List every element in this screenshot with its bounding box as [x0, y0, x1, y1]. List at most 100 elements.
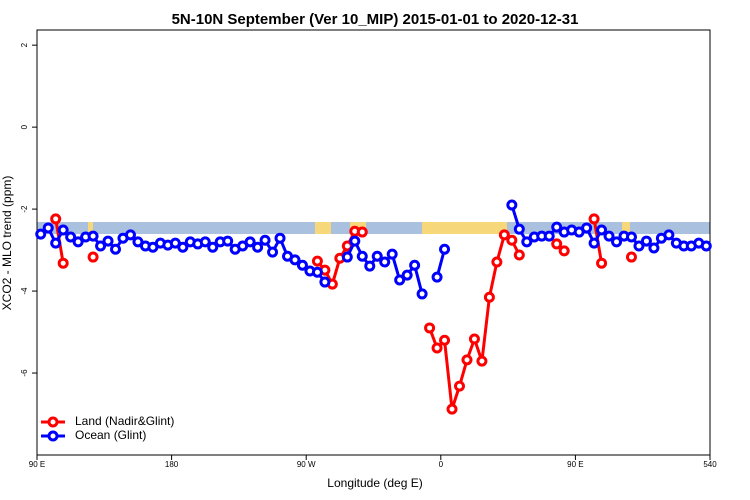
data-point	[648, 242, 660, 254]
data-point	[551, 238, 563, 250]
data-point	[581, 222, 593, 234]
data-point	[611, 236, 623, 248]
data-point	[596, 224, 608, 236]
data-point	[267, 246, 279, 258]
data-point	[65, 231, 77, 243]
data-point	[461, 354, 473, 366]
data-point	[521, 236, 533, 248]
legend-label: Land (Nadir&Glint)	[75, 414, 174, 428]
data-point	[72, 236, 84, 248]
y-axis-label: XCO2 - MLO trend (ppm)	[0, 176, 14, 311]
data-point	[356, 250, 368, 262]
data-point	[177, 241, 189, 253]
data-point	[356, 226, 368, 238]
data-point	[506, 234, 518, 246]
data-point	[57, 257, 69, 269]
data-point	[371, 250, 383, 262]
data-point	[87, 230, 99, 242]
data-point	[244, 236, 256, 248]
x-tick-label: 0	[439, 460, 444, 469]
x-tick-label: 90 E	[567, 460, 583, 469]
data-point	[468, 333, 480, 345]
x-tick-label: 180	[165, 460, 179, 469]
data-point	[453, 380, 465, 392]
data-point	[87, 251, 99, 263]
legend-marker	[47, 416, 59, 428]
y-tick-label: 2	[20, 42, 29, 47]
data-point	[252, 241, 264, 253]
data-point	[543, 230, 555, 242]
data-point	[296, 259, 308, 271]
y-tick-label: -4	[20, 287, 29, 295]
data-point	[416, 288, 428, 300]
x-tick-label: 90 W	[297, 460, 316, 469]
land-patch	[422, 222, 507, 234]
data-point	[476, 355, 488, 367]
data-point	[50, 213, 62, 225]
data-point	[513, 249, 525, 261]
data-point	[625, 251, 637, 263]
data-point	[498, 229, 510, 241]
data-point	[439, 334, 451, 346]
chart-title: 5N-10N September (Ver 10_MIP) 2015-01-01…	[172, 11, 579, 28]
data-point	[663, 229, 675, 241]
data-point	[341, 251, 353, 263]
data-point	[110, 243, 122, 255]
data-point	[95, 240, 107, 252]
data-point	[640, 235, 652, 247]
data-point	[446, 403, 458, 415]
data-point	[35, 228, 47, 240]
y-tick-label: -6	[20, 369, 29, 377]
data-point	[207, 241, 219, 253]
data-point	[401, 269, 413, 281]
x-axis-label: Longitude (deg E)	[327, 476, 422, 490]
data-point	[431, 342, 443, 354]
data-point	[259, 234, 271, 246]
y-tick-label: -2	[20, 205, 29, 213]
data-point	[431, 271, 443, 283]
data-point	[50, 237, 62, 249]
data-point	[319, 276, 331, 288]
data-point	[311, 255, 323, 267]
data-point	[386, 248, 398, 260]
land-patch	[88, 222, 93, 234]
data-point	[57, 224, 69, 236]
data-point	[274, 232, 286, 244]
data-point	[379, 256, 391, 268]
data-point	[439, 243, 451, 255]
x-tick-label: 540	[703, 460, 717, 469]
data-point	[222, 235, 234, 247]
data-point	[588, 213, 600, 225]
data-point	[603, 230, 615, 242]
data-point	[124, 229, 136, 241]
data-point	[633, 240, 645, 252]
data-point	[424, 322, 436, 334]
data-point	[311, 266, 323, 278]
data-point	[199, 236, 211, 248]
data-point	[289, 254, 301, 266]
data-point	[102, 235, 114, 247]
land-patch	[622, 222, 630, 234]
data-point	[364, 260, 376, 272]
data-point	[506, 199, 518, 211]
x-tick-label: 90 E	[29, 460, 45, 469]
data-point	[625, 231, 637, 243]
land-patch	[315, 222, 331, 234]
data-point	[588, 237, 600, 249]
data-point	[558, 245, 570, 257]
y-tick-label: 0	[20, 124, 29, 129]
data-point	[551, 221, 563, 233]
data-point	[491, 256, 503, 268]
data-point	[42, 222, 54, 234]
data-point	[409, 259, 421, 271]
data-point	[513, 223, 525, 235]
data-point	[394, 274, 406, 286]
data-point	[483, 291, 495, 303]
legend-marker	[47, 430, 59, 442]
series-line	[428, 232, 521, 410]
legend-label: Ocean (Glint)	[75, 428, 146, 442]
data-point	[700, 240, 712, 252]
data-point	[349, 235, 361, 247]
data-point	[596, 257, 608, 269]
